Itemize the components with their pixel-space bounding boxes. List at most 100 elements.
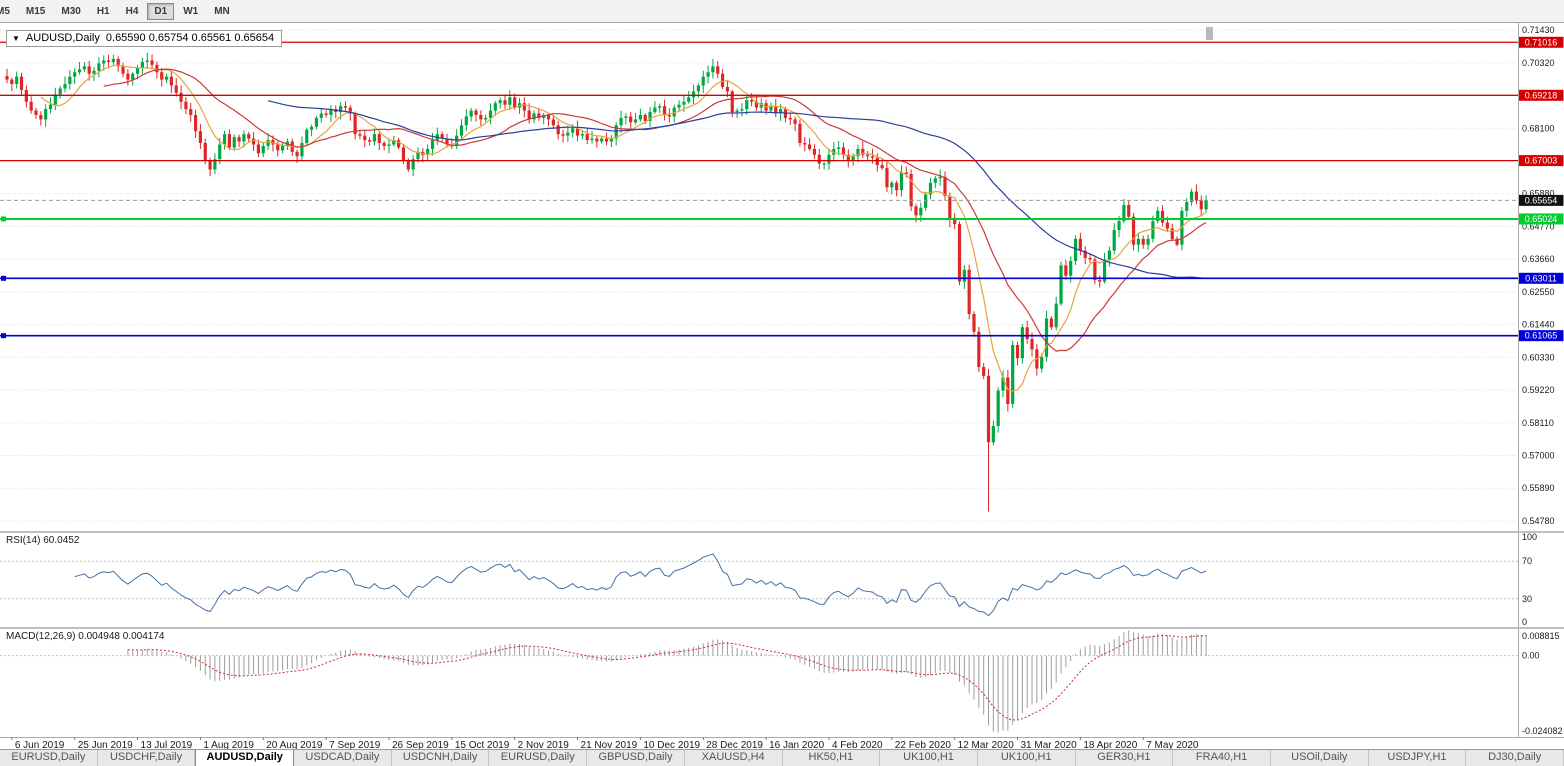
candle-body	[837, 147, 841, 149]
timeframe-button-d1[interactable]: D1	[147, 2, 175, 20]
symbol-dropdown-icon[interactable]: ▼	[12, 33, 20, 43]
candle-body	[658, 106, 662, 108]
candle-body	[1136, 238, 1140, 245]
chart-tab-4[interactable]: USDCNH,Daily	[392, 750, 490, 766]
candle-body	[522, 103, 526, 111]
price-axis-label: 0.70320	[1522, 58, 1555, 68]
chart-tab-7[interactable]: XAUUSD,H4	[685, 750, 783, 766]
timeframe-button-mn[interactable]: MN	[214, 5, 230, 17]
candle-body	[720, 73, 725, 87]
candle-body	[962, 269, 966, 282]
candle-body	[363, 135, 367, 141]
candle-body	[1204, 200, 1208, 210]
candle-body	[1189, 191, 1194, 202]
candle-body	[140, 61, 144, 68]
candle-body	[116, 58, 120, 67]
candle-body	[1025, 327, 1029, 340]
candle-body	[948, 196, 952, 220]
date-label: 7 May 2020	[1146, 740, 1199, 750]
line-handle[interactable]	[1, 275, 6, 281]
candle-body	[870, 156, 875, 158]
macd-axis-label: 0.00	[1522, 651, 1540, 661]
candle-body	[10, 79, 14, 85]
candle-body	[793, 119, 797, 124]
candle-body	[348, 107, 352, 114]
chart-tab-10[interactable]: UK100,H1	[978, 750, 1076, 766]
candle-body	[1131, 216, 1136, 245]
chart-info-box[interactable]: ▼ AUDUSD,Daily 0.65590 0.65754 0.65561 0…	[6, 30, 283, 47]
candle-body	[305, 129, 309, 143]
level-price-label-text: 0.65024	[1525, 214, 1558, 224]
candle-body	[426, 148, 430, 155]
candle-body	[251, 138, 256, 145]
candle-body	[769, 106, 773, 111]
candle-body	[261, 145, 265, 154]
candle-body	[68, 76, 72, 85]
candle-body	[58, 88, 62, 95]
timeframe-button-h1[interactable]: H1	[96, 5, 110, 17]
line-handle[interactable]	[1, 216, 6, 222]
chart-tab-11[interactable]: GER30,H1	[1076, 750, 1174, 766]
date-label: 28 Dec 2019	[706, 740, 763, 750]
candle-body	[77, 69, 82, 73]
level-price-label-text: 0.61065	[1525, 331, 1558, 341]
candle-body	[508, 97, 512, 105]
candle-body	[411, 159, 415, 170]
chart-tab-6[interactable]: GBPUSD,Daily	[587, 750, 685, 766]
chart-tab-3[interactable]: USDCAD,Daily	[294, 750, 392, 766]
candle-body	[745, 100, 749, 110]
chart-tab-2[interactable]: AUDUSD,Daily	[195, 750, 295, 766]
candle-body	[730, 91, 734, 113]
candle-body	[609, 138, 613, 142]
chart-tab-12[interactable]: FRA40,H1	[1173, 750, 1271, 766]
candle-body	[566, 132, 570, 136]
timeframe-button-h4[interactable]: H4	[125, 5, 139, 17]
timeframe-button-m5[interactable]: M5	[0, 5, 10, 17]
chart-canvas[interactable]: 0.714300.703200.692100.681000.669900.658…	[0, 23, 1564, 750]
candle-body	[343, 106, 348, 108]
candle-body	[314, 117, 319, 127]
candle-body	[464, 116, 468, 126]
chart-tab-13[interactable]: USOil,Daily	[1271, 750, 1369, 766]
timeframe-button-m30[interactable]: M30	[61, 5, 81, 17]
candle-body	[440, 134, 444, 139]
candle-body	[580, 134, 584, 136]
line-handle[interactable]	[1, 333, 6, 339]
chart-tab-9[interactable]: UK100,H1	[880, 750, 978, 766]
candle-body	[92, 70, 96, 74]
chart-tab-8[interactable]: HK50,H1	[783, 750, 881, 766]
candle-body	[1112, 229, 1116, 251]
chart-shift-marker[interactable]	[1206, 27, 1213, 40]
chart-tab-15[interactable]: DJ30,Daily	[1466, 750, 1564, 766]
candle-body	[827, 154, 831, 164]
candle-body	[919, 207, 923, 216]
timeframe-button-w1[interactable]: W1	[183, 5, 199, 17]
level-price-label-box	[1518, 36, 1564, 48]
candle-body	[996, 390, 1000, 427]
candle-body	[527, 110, 531, 120]
date-label: 18 Apr 2020	[1083, 740, 1137, 750]
level-price-label-box	[1518, 330, 1564, 342]
candle-body	[406, 160, 410, 170]
candle-body	[774, 106, 778, 114]
candle-body	[1083, 250, 1087, 258]
timeframe-button-m15[interactable]: M15	[25, 5, 46, 17]
level-price-label-text: 0.63011	[1525, 273, 1557, 283]
candle-body	[1044, 318, 1049, 357]
candle-body	[232, 137, 236, 148]
chart-tab-0[interactable]: EURUSD,Daily	[0, 750, 98, 766]
candle-body	[537, 113, 541, 118]
date-label: 2 Nov 2019	[518, 740, 570, 750]
price-axis-label: 0.60330	[1522, 352, 1555, 362]
candle-body	[513, 97, 517, 108]
candle-body	[339, 106, 343, 113]
candle-body	[982, 367, 986, 376]
candle-body	[455, 135, 459, 146]
chart-tab-14[interactable]: USDJPY,H1	[1369, 750, 1467, 766]
chart-tab-5[interactable]: EURUSD,Daily	[489, 750, 588, 766]
chart-tab-1[interactable]: USDCHF,Daily	[98, 750, 196, 766]
candle-body	[1049, 318, 1053, 328]
candle-body	[716, 66, 720, 74]
candle-body	[150, 60, 154, 65]
candle-body	[866, 154, 870, 157]
